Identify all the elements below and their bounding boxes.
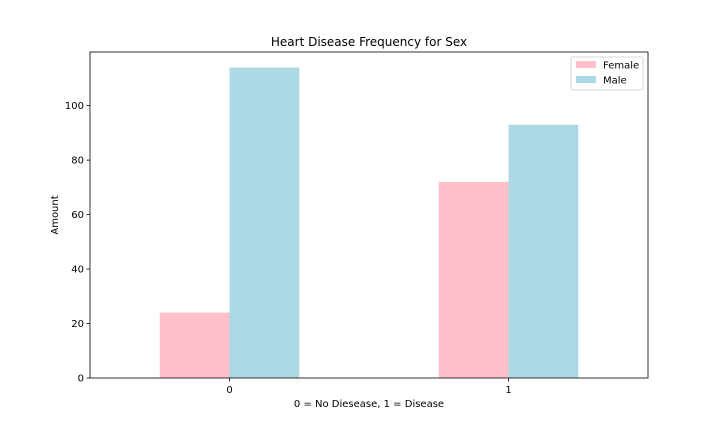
y-tick-label: 20 [71,319,84,330]
bars-group [159,67,579,379]
legend: Female Male [570,56,644,91]
plot-frame [89,51,649,379]
y-tick-label: 100 [65,101,84,112]
legend-label-female: Female [603,61,639,72]
bar-female-1 [438,181,509,378]
legend-swatch-female [576,61,596,68]
x-tick-label: 0 [226,385,232,396]
bar-male-0 [229,67,300,379]
chart-title: Heart Disease Frequency for Sex [271,35,467,49]
y-tick-label: 0 [78,374,84,385]
x-axis-label: 0 = No Diesease, 1 = Disease [294,399,444,410]
y-tick-label: 80 [71,156,84,167]
y-axis: 0 20 40 60 80 100 [65,101,90,385]
y-tick-label: 40 [71,265,84,276]
bar-female-0 [159,312,230,378]
y-axis-label: Amount [50,195,61,234]
bar-male-1 [508,124,579,378]
x-tick-label: 1 [505,385,511,396]
legend-swatch-male [576,76,596,83]
legend-label-male: Male [603,76,627,87]
y-tick-label: 60 [71,210,84,221]
